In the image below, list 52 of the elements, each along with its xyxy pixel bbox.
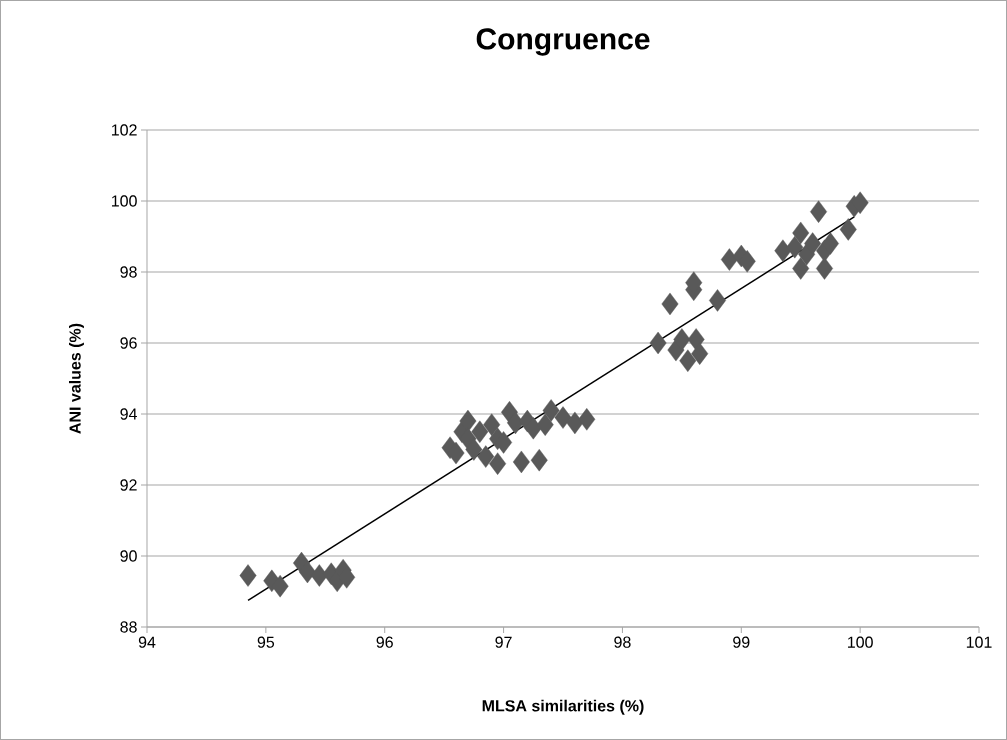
point <box>536 413 554 436</box>
point <box>839 218 857 241</box>
point <box>774 239 792 262</box>
x-tick-label: 95 <box>257 636 275 648</box>
point <box>271 574 289 598</box>
y-tick-label: 88 <box>120 621 137 633</box>
y-axis-title: ANI values (%) <box>69 323 84 434</box>
y-tick-label: 90 <box>120 550 137 562</box>
chart-title: Congruence <box>476 28 650 56</box>
point <box>299 560 316 584</box>
point <box>524 417 542 440</box>
x-tick-label: 101 <box>966 636 992 648</box>
point <box>489 452 507 475</box>
point <box>804 232 822 255</box>
point <box>709 289 726 312</box>
point <box>720 248 738 271</box>
point <box>483 413 501 436</box>
point <box>459 409 477 433</box>
point <box>821 232 839 255</box>
point <box>691 342 709 365</box>
point <box>673 328 691 351</box>
point <box>816 257 833 280</box>
point <box>661 292 679 316</box>
point <box>649 331 667 355</box>
y-tick-label: 96 <box>120 337 137 349</box>
y-tick-label: 98 <box>120 266 137 278</box>
point <box>786 235 804 259</box>
y-tick-label: 102 <box>112 124 137 136</box>
point <box>810 200 827 223</box>
point <box>792 221 810 245</box>
x-tick-label: 100 <box>848 636 873 648</box>
point <box>566 411 584 435</box>
x-tick-label: 98 <box>614 636 631 648</box>
point <box>578 408 596 431</box>
x-tick-label: 99 <box>733 636 750 648</box>
point <box>512 450 530 474</box>
x-tick-label: 96 <box>376 636 393 648</box>
point <box>471 420 489 443</box>
point <box>530 448 548 472</box>
point <box>465 438 483 461</box>
point <box>554 406 572 429</box>
y-tick-label: 92 <box>120 479 137 491</box>
point <box>792 257 810 280</box>
x-axis-title: MLSA similarities (%) <box>482 699 644 715</box>
point <box>679 349 697 372</box>
y-tick-label: 100 <box>112 195 137 207</box>
x-tick-label: 94 <box>138 636 156 648</box>
point <box>477 445 495 468</box>
point <box>542 399 560 422</box>
point <box>239 564 257 587</box>
y-tick-label: 94 <box>120 408 137 420</box>
x-tick-label: 97 <box>495 636 512 648</box>
